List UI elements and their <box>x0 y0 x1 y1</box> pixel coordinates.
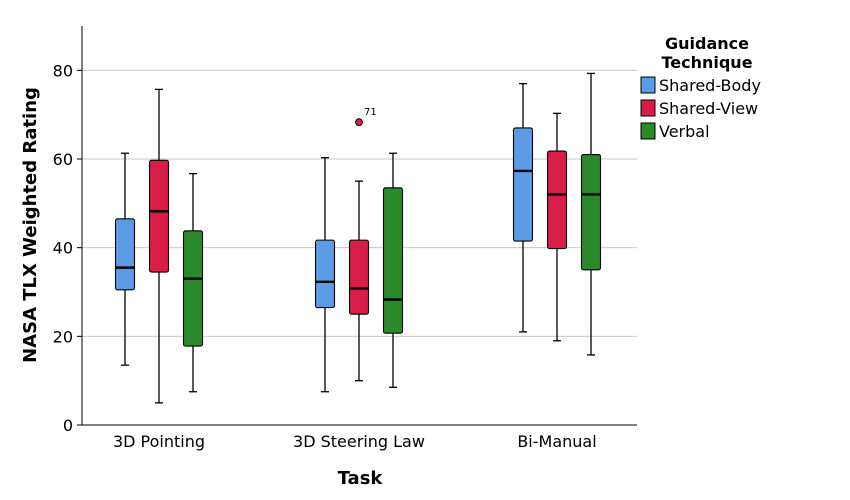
x-tick-label: 3D Steering Law <box>293 432 425 451</box>
legend-swatch <box>640 99 656 117</box>
box-rect <box>580 154 602 271</box>
legend-swatch <box>640 76 656 94</box>
x-tick-labels: 3D Pointing 3D Steering Law Bi-Manual <box>113 432 597 451</box>
outlier-marks: 71 <box>355 107 377 127</box>
y-tick-label: 40 <box>53 239 73 258</box>
box-0-1 <box>314 157 336 393</box>
box-1-1 <box>348 180 370 382</box>
y-tick-labels: 0 20 40 60 80 <box>53 61 82 435</box>
box-2-2 <box>580 72 602 356</box>
x-tick-label: Bi-Manual <box>517 432 596 451</box>
y-tick-label: 20 <box>53 327 73 346</box>
box-rect <box>314 239 336 309</box>
axes <box>81 26 637 426</box>
box-rect <box>546 150 568 250</box>
y-axis-title: NASA TLX Weighted Rating <box>20 87 41 363</box>
y-tick-label: 60 <box>53 150 73 169</box>
box-rect <box>512 127 534 242</box>
legend: Guidance Technique Shared-Body Shared-Vie… <box>640 34 761 141</box>
box-0-2 <box>512 82 534 333</box>
y-tick-label: 80 <box>53 61 73 80</box>
x-tick-label: 3D Pointing <box>113 432 205 451</box>
box-marks <box>114 72 602 404</box>
box-0-0 <box>114 152 136 366</box>
legend-items: Shared-Body Shared-View Verbal <box>640 76 761 141</box>
box-rect <box>148 159 170 273</box>
box-rect <box>182 230 204 347</box>
box-rect <box>382 187 404 334</box>
legend-title-line2: Technique <box>661 53 752 72</box>
legend-label: Shared-View <box>659 99 758 118</box>
outlier-label: 71 <box>364 107 377 118</box>
legend-swatch <box>640 122 656 140</box>
box-2-0 <box>182 172 204 393</box>
outlier-point <box>355 118 363 127</box>
box-2-1 <box>382 152 404 388</box>
legend-label: Verbal <box>659 122 710 141</box>
y-tick-label: 0 <box>63 416 73 435</box>
x-axis-title: Task <box>338 468 384 489</box>
box-1-0 <box>148 88 170 404</box>
box-rect <box>114 218 136 291</box>
legend-label: Shared-Body <box>659 76 761 95</box>
legend-title-line1: Guidance <box>665 34 749 53</box>
box-rect <box>348 239 370 315</box>
box-1-2 <box>546 112 568 342</box>
